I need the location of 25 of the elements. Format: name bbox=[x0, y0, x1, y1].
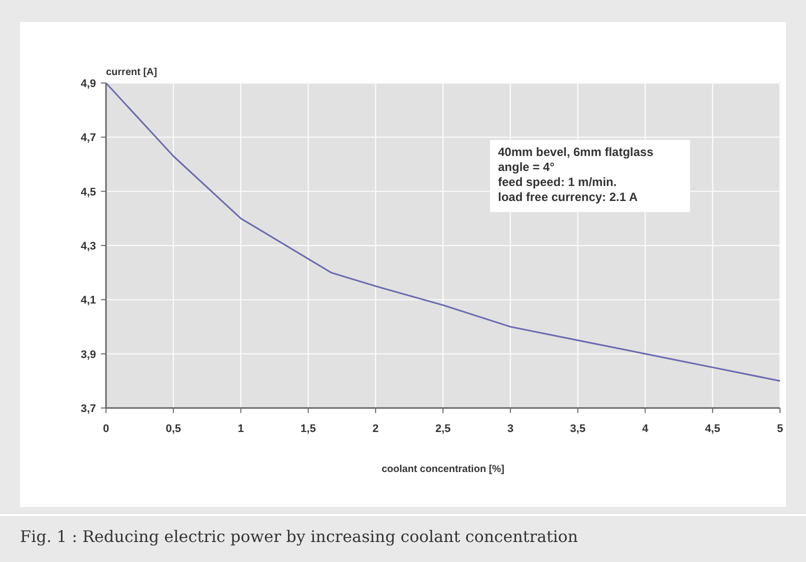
x-tick-label: 3,5 bbox=[570, 423, 586, 435]
y-tick-label: 4,9 bbox=[80, 78, 96, 90]
y-tick-label: 4,7 bbox=[80, 132, 96, 144]
x-axis-title: coolant concentration [%] bbox=[382, 464, 504, 475]
x-tick-label: 3 bbox=[507, 423, 514, 435]
annotation: feed speed: 1 m/min. bbox=[498, 175, 617, 189]
x-tick-label: 4,5 bbox=[704, 423, 720, 435]
x-tick-label: 2,5 bbox=[435, 423, 451, 435]
x-tick-label: 5 bbox=[776, 423, 784, 435]
x-tick-label: 0,5 bbox=[166, 423, 182, 435]
x-tick-label: 2 bbox=[372, 423, 379, 435]
annotation: angle = 4° bbox=[498, 160, 555, 174]
annotation: 40mm bevel, 6mm flatglass bbox=[498, 145, 654, 159]
y-tick-label: 4,5 bbox=[80, 186, 96, 198]
text: Fig. 1 : Reducing electric power by increasing coolant concentration bbox=[20, 527, 578, 546]
annotation: load free currency: 2.1 A bbox=[498, 190, 638, 204]
x-tick-label: 4 bbox=[642, 423, 650, 435]
x-tick-label: 0 bbox=[102, 423, 110, 435]
y-tick-label: 4,3 bbox=[80, 240, 96, 252]
y-tick-label: 3,9 bbox=[80, 348, 96, 361]
y-tick-label: 3,7 bbox=[80, 403, 96, 415]
x-tick-label: 1 bbox=[238, 423, 244, 435]
x-tick-label: 1,5 bbox=[300, 423, 316, 435]
y-tick-label: 4,1 bbox=[80, 294, 96, 307]
y-axis-title: current [A] bbox=[106, 67, 158, 78]
